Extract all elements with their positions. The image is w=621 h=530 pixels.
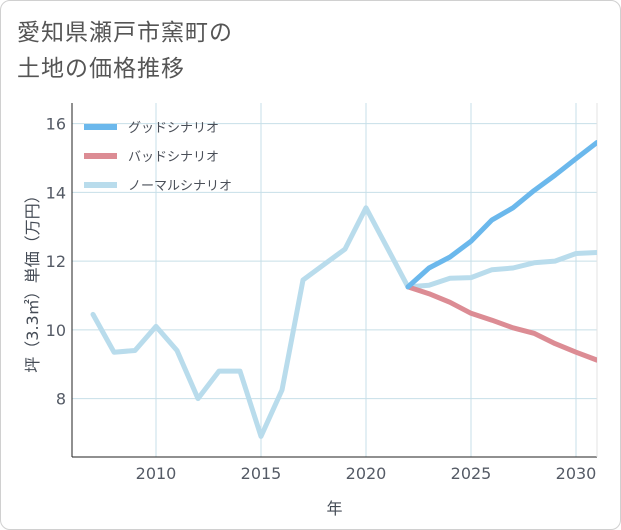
x-tick-label: 2015 xyxy=(241,464,282,483)
x-tick-label: 2025 xyxy=(451,464,492,483)
x-tick-label: 2010 xyxy=(136,464,177,483)
series-line-1 xyxy=(405,284,597,363)
x-axis-label: 年 xyxy=(326,499,342,518)
y-tick-label: 14 xyxy=(46,183,66,202)
series-layer xyxy=(90,140,597,439)
y-tick-label: 8 xyxy=(56,390,66,409)
y-tick-label: 10 xyxy=(46,321,66,340)
y-tick-label: 16 xyxy=(46,115,66,134)
chart-title: 愛知県瀬戸市窯町の 土地の価格推移 xyxy=(17,15,457,87)
legend-label: グッドシナリオ xyxy=(128,121,219,136)
tick-labels: 2010 2015 2020 2025 2030 8 10 12 14 16 xyxy=(46,115,597,483)
legend-label: ノーマルシナリオ xyxy=(128,179,232,194)
chart-title-line-1: 愛知県瀬戸市窯町の xyxy=(17,20,233,46)
legend-label: バッドシナリオ xyxy=(128,150,219,165)
y-axis-label: 坪（3.3㎡）単価（万円） xyxy=(23,187,42,372)
x-tick-label: 2030 xyxy=(556,464,597,483)
series-line-0 xyxy=(405,140,597,290)
plot-frame xyxy=(71,103,598,458)
y-tick-label: 12 xyxy=(46,252,66,271)
chart-title-line-2: 土地の価格推移 xyxy=(17,56,185,82)
x-tick-label: 2020 xyxy=(346,464,387,483)
series-line-2 xyxy=(90,205,597,439)
